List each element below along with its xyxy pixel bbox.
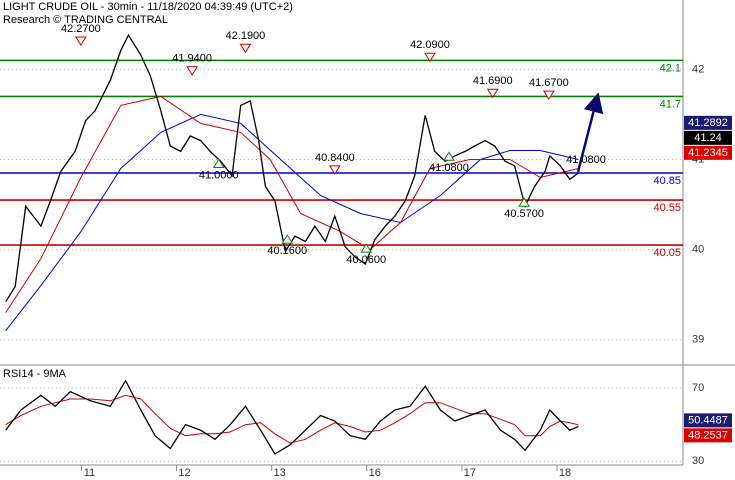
annotation-label: 42.2700 xyxy=(61,23,101,35)
annotation-label: 41.0800 xyxy=(429,162,469,174)
projection-arrow xyxy=(576,92,604,173)
last-value-label: 48.2537 xyxy=(688,429,728,441)
level-label: 40.05 xyxy=(653,247,681,259)
peak-marker xyxy=(74,36,87,46)
last-value-box xyxy=(684,145,732,160)
level-label: 41.7 xyxy=(660,98,681,110)
price-plot xyxy=(0,33,683,341)
annotation-label: 41.6700 xyxy=(529,77,569,89)
series-line xyxy=(5,379,579,455)
chart-title: LIGHT CRUDE OIL - 30min - 11/18/2020 04:… xyxy=(3,1,293,13)
last-value-label: 41.2345 xyxy=(688,147,728,159)
peak-marker xyxy=(424,52,436,63)
peak-marker xyxy=(186,66,199,76)
annotation-label: 40.1600 xyxy=(267,245,307,257)
peak-marker xyxy=(542,90,555,101)
overlay: 39404142307042.141.740.8540.5540.0542.27… xyxy=(61,23,732,479)
peak-marker xyxy=(239,43,252,54)
y-tick-label: 70 xyxy=(692,382,704,394)
peak-marker xyxy=(486,88,499,99)
trough-marker xyxy=(360,243,373,253)
x-tick-label: 18 xyxy=(559,467,571,479)
peak-marker xyxy=(328,165,341,175)
annotation-label: 42.1900 xyxy=(226,30,266,42)
x-tick-label: 13 xyxy=(274,467,286,479)
annotation-label: 41.9400 xyxy=(172,53,212,65)
trough-marker xyxy=(443,151,455,161)
last-value-label: 41.24 xyxy=(694,132,722,144)
series-line xyxy=(5,33,579,303)
rsi-plot xyxy=(0,379,683,462)
annotation-label: 41.0800 xyxy=(566,154,606,166)
x-tick-label: 17 xyxy=(464,467,476,479)
level-label: 40.55 xyxy=(653,202,681,214)
series-line xyxy=(5,113,579,332)
last-value-label: 41.2892 xyxy=(688,117,728,129)
x-tick-label: 11 xyxy=(84,467,95,479)
annotation-label: 41.6900 xyxy=(473,75,513,87)
y-tick-label: 39 xyxy=(692,334,704,346)
last-value-box xyxy=(684,115,732,130)
level-label: 40.85 xyxy=(653,175,681,187)
last-value-box xyxy=(684,413,732,428)
annotation-label: 40.5700 xyxy=(504,208,544,220)
trough-marker xyxy=(518,197,531,207)
annotation-label: 42.0900 xyxy=(410,39,450,51)
x-tick-label: 12 xyxy=(178,467,190,479)
chart-subtitle: Research © TRADING CENTRAL xyxy=(3,14,168,26)
x-tick-label: 16 xyxy=(369,467,381,479)
trough-marker xyxy=(212,158,225,168)
annotation-label: 40.0600 xyxy=(346,254,386,266)
y-tick-label: 30 xyxy=(692,455,704,467)
level-label: 42.1 xyxy=(660,62,681,74)
series-line xyxy=(5,394,579,444)
y-tick-label: 40 xyxy=(692,243,704,255)
y-tick-label: 42 xyxy=(692,63,704,75)
rsi-title: RSI14 - 9MA xyxy=(3,368,67,380)
series-line xyxy=(5,95,579,313)
annotation-label: 41.0000 xyxy=(199,169,239,181)
last-value-box xyxy=(684,130,732,145)
trough-marker xyxy=(281,234,294,244)
last-value-label: 50.4487 xyxy=(688,414,728,426)
last-value-box xyxy=(684,428,732,443)
annotation-label: 40.8400 xyxy=(315,152,355,164)
